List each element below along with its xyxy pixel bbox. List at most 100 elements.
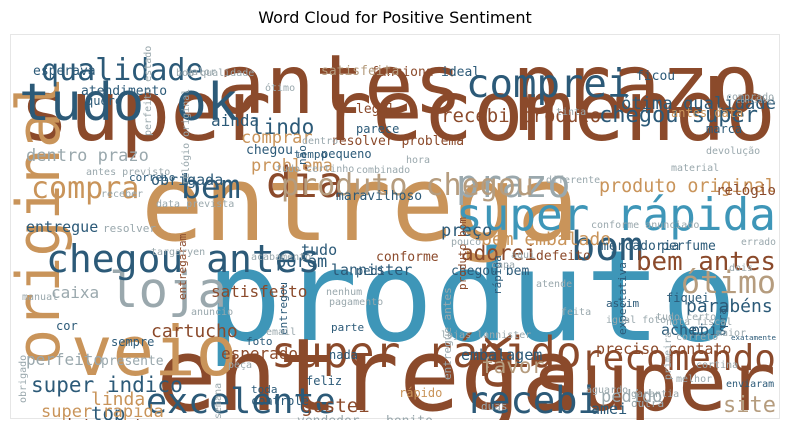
word-parece: parece (356, 122, 399, 136)
word-defeito: defeito (536, 249, 591, 264)
word-pra: pra (716, 308, 729, 328)
word-relogio-original: relógio original (180, 89, 192, 185)
word-expectativa: expectativa (616, 262, 629, 335)
word-conforme-anunciado: conforme anunciado (591, 220, 699, 231)
word-excelente: excelente (146, 382, 336, 420)
word-acabamento: acabamento (251, 252, 311, 263)
word-entregue: entregue (26, 218, 98, 236)
word-otimo: ótimo (265, 82, 295, 94)
word-feliz: feliz (306, 374, 342, 388)
word-anuncio: anuncio (191, 307, 233, 318)
word-receber: receber (101, 189, 143, 200)
word-marca: marca (706, 122, 742, 136)
word-otimo: ótimo (681, 265, 776, 301)
word-melhor: melhor (676, 374, 712, 385)
word-gostei: gostei (301, 395, 370, 417)
word-nada: nada (329, 348, 358, 362)
word-enviaram: enviaram (726, 379, 774, 390)
word-correio: correio (129, 171, 175, 184)
word-tempo: tempo (294, 148, 327, 161)
word-produto-chegou: produto chegou (281, 168, 534, 203)
word-sempre: sempre (111, 335, 154, 349)
word-comprei: comprei (466, 62, 630, 107)
word-dentro-prazo: dentro prazo (26, 146, 149, 166)
word-resolver-problema: resolver problema (331, 134, 464, 149)
word-pequeno: pequeno (321, 147, 372, 161)
word-entrega: entrega (141, 143, 579, 265)
word-manual: manual (22, 292, 58, 303)
word-valor: valor (186, 67, 216, 78)
word-antes-prazo: antes prazo (216, 38, 759, 133)
word-outra: outra (631, 397, 664, 410)
word-data-prevista: data prevista (156, 199, 234, 210)
word-recomendo: recomendo (581, 338, 776, 379)
word-amei: amei (591, 400, 627, 418)
word-preco: preço (441, 221, 492, 241)
word-comprar: comprar (241, 128, 313, 148)
word-site: site (723, 393, 776, 418)
word-porem: porém (276, 252, 327, 272)
word-nao: não (296, 145, 309, 165)
word-super-indico: super indico (31, 373, 183, 397)
word-ficou: ficou (636, 69, 675, 84)
word-errado: errado (741, 237, 776, 248)
word-combinado: combinado (356, 165, 410, 176)
word-prazo: prazo (456, 162, 570, 206)
word-bom: bom (571, 224, 643, 270)
word-adorei: adorei (461, 241, 537, 265)
word-conforme: conforme (376, 250, 439, 265)
word-antes-previsto: antes previsto (86, 167, 170, 178)
chart-title: Word Cloud for Positive Sentiment (258, 8, 532, 27)
word-satisfeita: satisfeita (321, 64, 399, 79)
word-funciona: funciona (371, 65, 434, 80)
word-dentro: dentro (302, 136, 338, 147)
word-rapida: rápida (491, 255, 504, 295)
word-presente: presente (101, 354, 164, 369)
word-resolver: resolver (103, 222, 156, 235)
word-tudo-certinho: tudo certinho (276, 164, 354, 175)
word-controle: controle (251, 394, 309, 408)
word-parte: parte (331, 321, 364, 334)
word-bem-embalado: bem embalado (481, 229, 611, 250)
word-chegou-bem: chegou bem (451, 264, 529, 279)
word-pois: pois (691, 321, 727, 339)
word-devolucao: devolução (706, 146, 760, 157)
word-pagamento: pagamento (329, 297, 383, 308)
word-confiavel: confiável (736, 96, 776, 105)
word-parabens: parabéns (686, 296, 773, 317)
word-atendimento: atendimento (81, 84, 167, 99)
word-produto-bom: produto bom (456, 217, 469, 290)
word-obrigado: obrigado (18, 355, 29, 403)
word-peca: peça (228, 360, 252, 371)
word-lojas-lannister: lojas lannister (441, 330, 531, 341)
word-aguardo: aguardo (586, 385, 628, 396)
word-perfeito-estado: perfeito estado (143, 46, 154, 136)
word-aqui: aqui (511, 250, 535, 261)
word-rapido: rápido (399, 386, 442, 400)
word-maravilhoso: maravilhoso (336, 189, 422, 204)
word-lannister: lannister (331, 261, 412, 279)
word-foto: foto (246, 335, 273, 348)
word-mercadoria: mercadoria (601, 239, 679, 254)
word-cortina: cortina (696, 360, 738, 371)
word-ideal: ideal (441, 65, 480, 80)
word-legal: legal (356, 102, 395, 117)
word-igual-foto: igual foto (606, 315, 666, 326)
word-tinta: tinta (556, 107, 586, 118)
word-relogio: relógio (716, 183, 776, 199)
word-email: email (266, 327, 296, 338)
word-tudo-ok: tudo ok (19, 73, 238, 133)
word-linda: linda (91, 389, 145, 410)
word-dois: dois (729, 263, 753, 274)
word-chegou: chegou (246, 143, 293, 158)
word-perfume: perfume (661, 239, 716, 254)
word-cloud-svg: super recomendoprodutoentregaentregasupe… (11, 38, 776, 420)
word-ok: ok (468, 333, 523, 390)
word-produto: produto (206, 223, 737, 370)
word-feita: feita (561, 307, 591, 318)
word-quero: quero (86, 94, 122, 108)
word-pedi: pedi (356, 264, 385, 278)
word-exatamente: exatamente (731, 333, 776, 342)
word-correto: correto (676, 332, 718, 343)
word-esperado: esperado (221, 344, 298, 363)
